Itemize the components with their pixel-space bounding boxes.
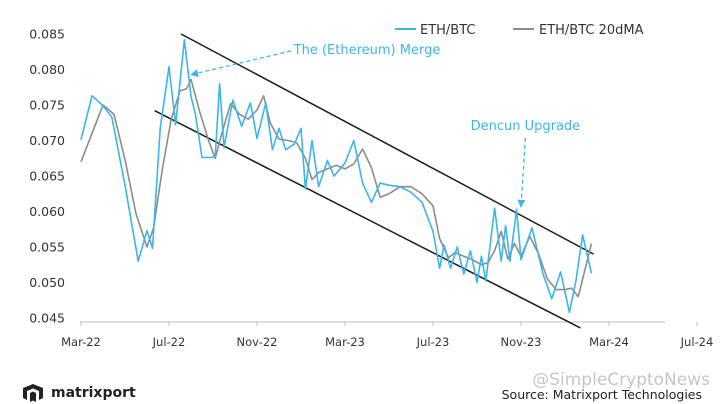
trend-line-lower [154,110,581,329]
legend: ETH/BTC ETH/BTC 20dMA [395,23,644,38]
x-tick-label: Mar-24 [589,335,629,349]
y-tick-label: 0.055 [29,240,65,255]
annotations: The (Ethereum) Merge Dencun Upgrade [190,43,581,208]
y-tick-label: 0.080 [29,62,65,77]
y-tick-label: 0.065 [29,169,65,184]
x-tick-label: Nov-23 [501,335,542,349]
brand-name: matrixport [51,385,136,401]
source-note: Source: Matrixport Technologies [501,387,702,402]
y-tick-label: 0.085 [29,27,65,42]
x-tick-label: Jul-23 [416,335,450,349]
trend-line-upper [180,33,594,255]
annotation-arrow-dencun [517,137,527,208]
y-tick-label: 0.045 [29,311,65,326]
brand-logo-block: matrixport [22,384,136,402]
watermark: @SimpleCryptoNews [532,370,710,390]
matrixport-logo-icon [23,384,43,402]
legend-label-eth-btc: ETH/BTC [420,23,476,38]
y-tick-label: 0.070 [29,133,65,148]
annotation-arrow-merge [190,50,292,77]
legend-label-eth-btc-20dma: ETH/BTC 20dMA [539,23,644,38]
axes: Mar-22 Jul-22 Nov-22 Mar-23 Jul-23 Nov-23 Mar-… [29,27,713,350]
y-tick-label: 0.075 [29,98,65,113]
x-tick-label: Mar-23 [325,335,365,349]
x-tick-label: Nov-22 [237,335,278,349]
trend-channel [154,33,594,329]
x-tick-label: Jul-24 [680,335,714,349]
y-tick-label: 0.060 [29,204,65,219]
series-line-eth-btc [80,38,593,314]
annotation-merge: The (Ethereum) Merge [293,43,441,58]
x-tick-label: Mar-22 [61,335,101,349]
x-tick-label: Jul-22 [152,335,186,349]
y-tick-label: 0.050 [29,275,65,290]
series-layer [80,38,593,314]
annotation-dencun: Dencun Upgrade [471,119,581,134]
